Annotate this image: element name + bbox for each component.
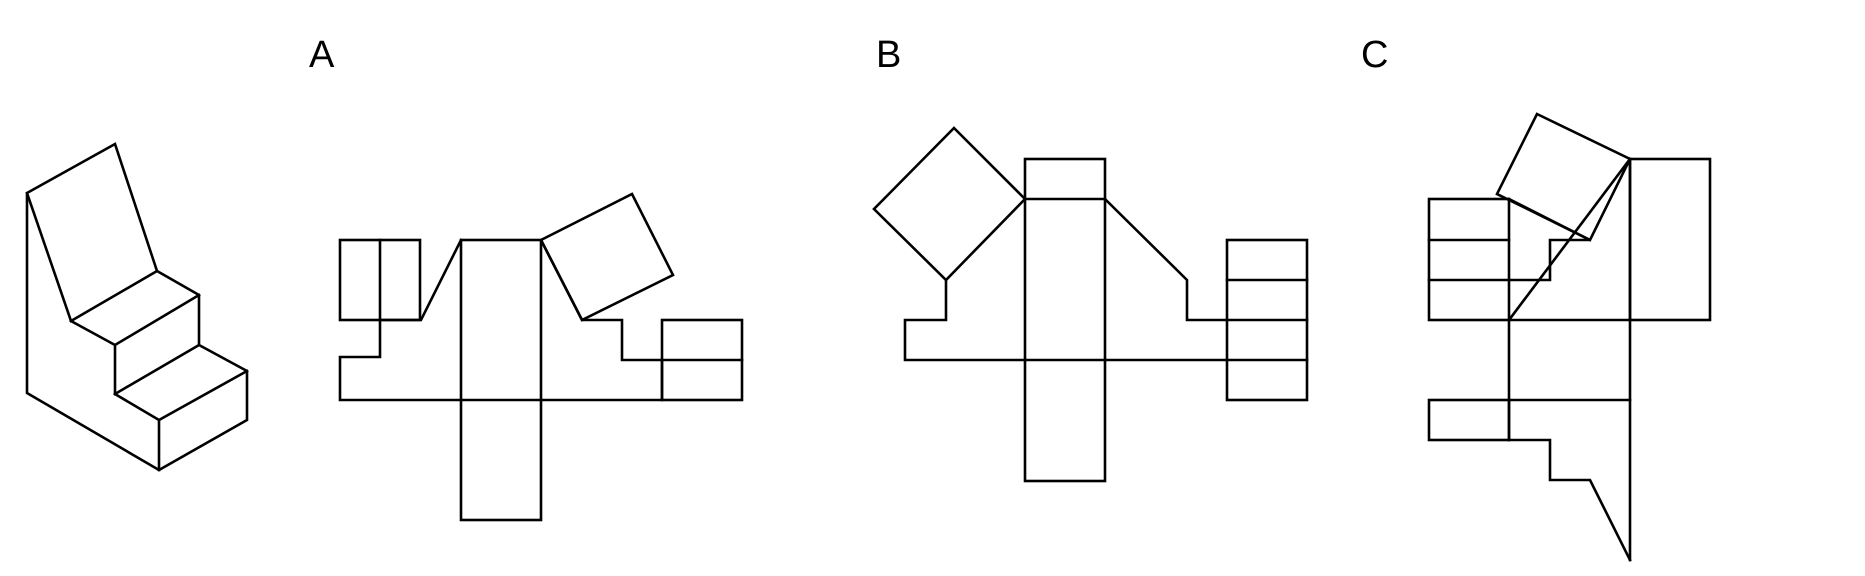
solid-outline xyxy=(25,142,249,472)
net-b-right-side xyxy=(1103,197,1229,322)
net-b xyxy=(872,126,1309,483)
net-c-left-stack xyxy=(1427,197,1511,322)
label-a: A xyxy=(309,34,335,76)
net-a-central-strip xyxy=(459,238,543,522)
net-c-lower-left-rect xyxy=(1427,398,1511,442)
solid-step-edge-4 xyxy=(113,343,201,396)
net-c-right-rect xyxy=(1628,157,1712,322)
solid-slope-edge xyxy=(25,191,73,323)
net-a xyxy=(338,192,744,522)
net-a-tilted-square xyxy=(539,192,675,322)
net-c-tilted-square xyxy=(1495,112,1632,242)
isometric-solid xyxy=(25,142,249,472)
label-b: B xyxy=(876,34,901,76)
solid-step-edge-5 xyxy=(113,369,249,422)
solid-step-edge-3 xyxy=(113,293,201,347)
solid-step-edge-2 xyxy=(69,319,117,396)
net-c-lower-step xyxy=(1507,438,1632,562)
net-a-right-side xyxy=(539,238,664,402)
net-b-diamond xyxy=(872,126,1027,282)
net-c xyxy=(1427,112,1712,562)
net-b-left-side xyxy=(903,278,1027,362)
net-c-long-diagonal xyxy=(1507,157,1632,322)
solid-step-edge-1 xyxy=(69,269,159,323)
label-c: C xyxy=(1361,34,1388,76)
net-b-central-strip xyxy=(1023,157,1107,483)
